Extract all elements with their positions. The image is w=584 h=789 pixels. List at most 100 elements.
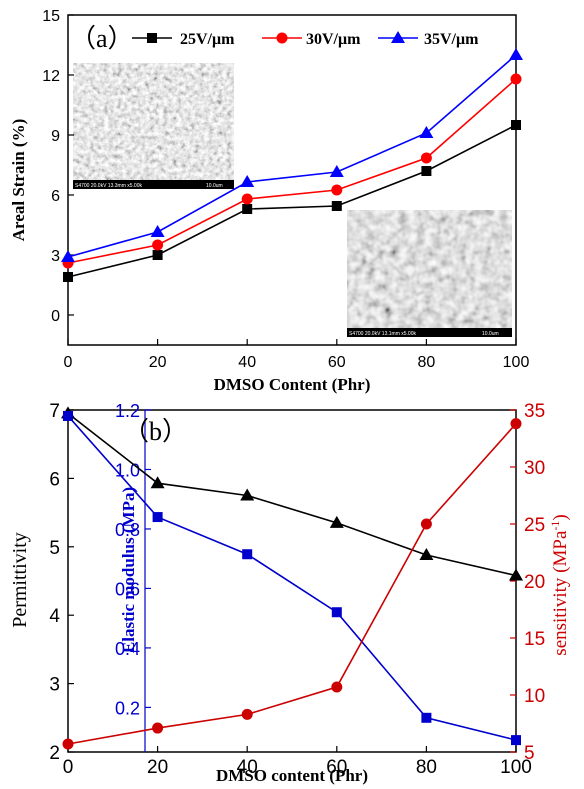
panel-b-left-tick-label: 7 [49, 401, 60, 422]
panel-a-point-1-4 [420, 152, 432, 164]
panel-a-point-1-3 [331, 184, 343, 196]
panel-a-series-line-2 [67, 54, 517, 258]
panel-a-point-0-4 [421, 166, 432, 176]
panel-b-xtick-label: 20 [147, 757, 168, 778]
panel-a-ytick-label: 3 [51, 248, 60, 265]
panel-b-left-tick-label: 4 [49, 606, 60, 627]
legend-entry-30v: 30V/μm [262, 31, 361, 48]
panel-a-ytick-label: 15 [42, 8, 60, 25]
panel-b-inner-tick-label: 0.2 [115, 698, 140, 718]
panel-b-right-tick-label: 5 [524, 743, 535, 764]
panel-b-inner-tick-label: 0.6 [115, 579, 140, 599]
panel-b-series-line-left [67, 412, 517, 577]
panel-a-x-axis-label: DMSO Content (Phr) [214, 375, 371, 394]
panel-b-inner-tick-label: 0.8 [115, 520, 140, 540]
panel-a-xtick-label: 40 [238, 354, 256, 371]
panel-b-series-line-left_inner [67, 415, 517, 741]
panel-a-point-1-2 [241, 193, 253, 205]
panel-a-point-2-3 [329, 165, 344, 177]
panel-a-point-0-3 [331, 201, 342, 211]
panel-b-inner-axis-label: Elastic modulus (MPa) [119, 487, 138, 653]
sem-image-bottom: S4700 20.0kV 13.1mm x5.00k 10.0um [347, 210, 512, 337]
panel-b-point-left_inner-4 [421, 712, 432, 723]
right-axis-label-end: ) [550, 514, 571, 520]
panel-b-inner-tick-label: 1.2 [115, 401, 140, 421]
panel-b-inner-tick-label: 0.4 [115, 639, 140, 659]
panel-b-point-right-4 [420, 518, 432, 530]
panel-b-point-right-3 [331, 681, 343, 693]
panel-b-point-left-2 [240, 488, 255, 501]
panel-a-series-line-1 [67, 78, 517, 264]
panel-b-left-tick-label: 5 [49, 538, 60, 559]
panel-a-point-0-0 [63, 272, 73, 282]
legend-label-30v: 30V/μm [306, 31, 361, 48]
panel-b-point-left_inner-5 [511, 735, 521, 746]
right-axis-label-sup: -1 [548, 521, 562, 531]
panel-a-point-0-2 [242, 204, 253, 214]
panel-b-point-right-5 [510, 418, 522, 430]
panel-a-plot-frame [67, 14, 517, 346]
panel-a-label: （a） [70, 24, 134, 53]
panel-b-point-left-5 [509, 568, 523, 581]
panel-a-point-2-0 [61, 250, 75, 262]
panel-a-xtick-label: 100 [503, 354, 530, 371]
panel-a: S4700 20.0kV 13.3mm x5.00k 10.0um S4700 … [9, 8, 529, 394]
panel-a-ytick-label: 9 [51, 128, 60, 145]
panel-b-left-tick-label: 6 [49, 469, 60, 490]
panel-b-right-tick-label: 15 [524, 629, 545, 650]
panel-a-ytick-label: 6 [51, 188, 60, 205]
panel-b-series-line-right [67, 423, 517, 745]
panel-a-y-axis-label: Areal Strain (%) [9, 119, 28, 241]
panel-b-left-tick-label: 3 [49, 675, 60, 696]
panel-a-xtick-label: 80 [418, 354, 436, 371]
panel-b-xtick-label: 100 [500, 757, 532, 778]
panel-b-point-left_inner-1 [152, 512, 163, 523]
sem-image-top-caption: S4700 20.0kV 13.3mm x5.00k [75, 183, 142, 189]
panel-a-ytick-label: 0 [51, 308, 60, 325]
panel-a-series-line-0 [67, 124, 517, 278]
panel-a-legend: 25V/μm 30V/μm 35V/μm [132, 31, 479, 48]
panel-b-point-left-3 [329, 515, 344, 528]
panel-b-right-tick-label: 30 [524, 458, 545, 479]
panel-b-right-tick-label: 25 [524, 515, 545, 536]
panel-b-point-left-1 [150, 476, 165, 489]
panel-b-right-tick-label: 10 [524, 686, 545, 707]
panel-a-ytick-label: 12 [42, 68, 60, 85]
panel-a-point-2-5 [509, 48, 523, 60]
panel-b-point-left_inner-0 [63, 410, 73, 421]
sem-image-top-scale: 10.0um [206, 183, 223, 189]
panel-a-point-1-1 [152, 239, 164, 251]
panel-a-point-0-5 [511, 120, 521, 130]
panel-b-point-left_inner-2 [242, 549, 253, 560]
sem-image-top: S4700 20.0kV 13.3mm x5.00k 10.0um [73, 63, 234, 189]
legend-label-25v: 25V/μm [180, 31, 235, 48]
sem-image-bottom-caption: S4700 20.0kV 13.1mm x5.00k [349, 331, 416, 337]
panel-a-xtick-label: 60 [328, 354, 346, 371]
right-axis-label-main: sensitivity (MPa [550, 530, 571, 656]
sem-image-bottom-scale: 10.0um [482, 331, 499, 337]
panel-b-left-axis-label: Permittivity [9, 532, 31, 628]
panel-b-point-right-2 [241, 708, 253, 720]
panel-b-point-right-0 [62, 738, 74, 750]
legend-entry-25v: 25V/μm [132, 31, 235, 48]
panel-b-x-axis-label: DMSO content (Phr) [216, 766, 368, 785]
panel-b-xtick-label: 60 [326, 757, 347, 778]
panel-b-inner-tick-label: 1.0 [115, 460, 140, 480]
legend-label-35v: 35V/μm [424, 31, 479, 48]
panel-b-xtick-label: 80 [416, 757, 437, 778]
panel-a-point-2-1 [150, 225, 165, 237]
panel-b-right-tick-label: 35 [524, 401, 545, 422]
panel-b-label: （b） [123, 417, 188, 446]
panel-b-point-right-1 [152, 722, 164, 734]
panel-b-point-left-4 [419, 548, 434, 561]
panel-b-xtick-label: 40 [237, 757, 258, 778]
panel-a-point-2-2 [240, 175, 255, 187]
panel-a-point-1-5 [510, 73, 522, 85]
panel-b-right-tick-label: 20 [524, 572, 545, 593]
legend-entry-35v: 35V/μm [378, 31, 479, 48]
panel-a-xtick-label: 20 [149, 354, 167, 371]
panel-a-point-2-4 [419, 126, 434, 138]
panel-a-xtick-label: 0 [64, 354, 73, 371]
